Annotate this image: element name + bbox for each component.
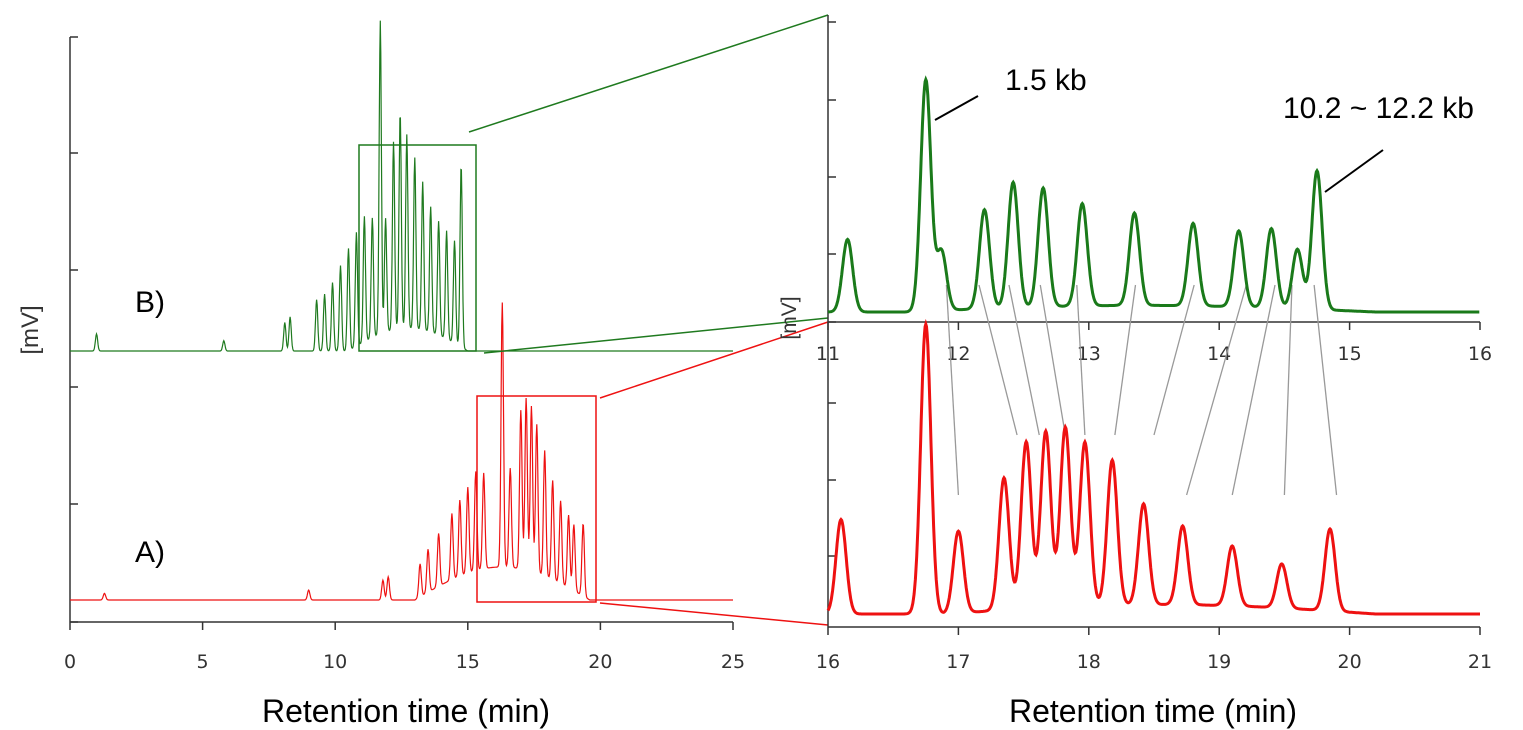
zoom-trace-a-line <box>826 318 1480 616</box>
zoom-box-b <box>358 144 477 352</box>
right-panel: 11 12 13 14 15 16 16 17 18 19 20 21 [mV] Retention… <box>778 15 1492 729</box>
peak-matching-line <box>978 284 1018 436</box>
right-top-x-tick-label: 16 <box>1468 343 1492 365</box>
trace-b-line <box>70 20 733 352</box>
annotation-leader-large <box>1324 149 1384 193</box>
peak-matching-line <box>1076 284 1086 436</box>
right-top-x-tick-label: 12 <box>946 343 970 365</box>
right-bottom-x-tick-label: 17 <box>946 651 970 673</box>
right-bottom-x-tick-label: 20 <box>1338 651 1362 673</box>
right-top-x-tick-label: 13 <box>1077 343 1101 365</box>
trace-label-b: B) <box>135 286 165 319</box>
zoom-connector-a-top <box>599 321 829 399</box>
left-x-axis-title: Retention time (min) <box>262 693 550 729</box>
left-zoom-boxes <box>358 14 829 626</box>
peak-matching-line <box>1231 284 1276 496</box>
zoom-trace-b-line <box>827 75 1480 314</box>
peak-matching-line <box>1153 284 1195 436</box>
left-traces <box>70 20 733 601</box>
left-y-ticks <box>70 36 78 623</box>
peak-matching-line <box>1114 284 1137 436</box>
left-x-tick-label: 15 <box>456 651 480 673</box>
left-x-tick-label: 25 <box>721 651 745 673</box>
peak-matching-lines <box>945 284 1338 496</box>
trace-label-a: A) <box>135 536 165 569</box>
right-top-x-tick-label: 14 <box>1207 343 1231 365</box>
right-top-x-ticks: 11 12 13 14 15 16 <box>816 322 1492 365</box>
annotation-1-5kb: 1.5 kb <box>1005 64 1087 97</box>
peak-matching-line <box>1185 284 1247 496</box>
left-x-tick-label: 20 <box>588 651 612 673</box>
left-x-ticks: 0 5 10 15 20 25 <box>64 622 745 673</box>
right-bottom-x-tick-label: 16 <box>816 651 840 673</box>
right-top-x-tick-label: 15 <box>1338 343 1362 365</box>
left-x-tick-label: 5 <box>197 651 209 673</box>
right-top-x-tick-label: 11 <box>816 343 840 365</box>
right-bottom-x-tick-label: 18 <box>1077 651 1101 673</box>
trace-a-line <box>70 302 733 601</box>
left-y-axis-label: [mV] <box>17 305 44 354</box>
zoom-connector-b-top <box>468 14 829 133</box>
left-panel: 0 5 10 15 20 25 [mV] Retention time (min) B) … <box>17 14 829 729</box>
right-traces <box>826 75 1480 616</box>
left-x-tick-label: 10 <box>323 651 347 673</box>
peak-matching-line <box>1008 284 1040 436</box>
zoom-connector-b-bottom <box>483 317 829 354</box>
peak-matching-line <box>945 284 960 496</box>
right-y-axis-label: [mV] <box>778 296 801 339</box>
right-bottom-x-tick-label: 21 <box>1468 651 1492 673</box>
right-bottom-x-tick-label: 19 <box>1207 651 1231 673</box>
right-bottom-x-ticks: 16 17 18 19 20 21 <box>816 627 1492 673</box>
annotation-leader-1-5kb <box>934 95 979 121</box>
right-y-ticks <box>828 21 836 557</box>
peak-matching-line <box>1283 284 1293 496</box>
annotation-10-2-12-2kb: 10.2 ~ 12.2 kb <box>1283 92 1474 125</box>
zoom-box-a <box>476 395 597 603</box>
peak-matching-line <box>1039 284 1066 436</box>
peak-matching-line <box>1313 284 1338 496</box>
zoom-connector-a-bottom <box>599 602 829 626</box>
right-x-axis-title: Retention time (min) <box>1009 693 1297 729</box>
left-x-tick-label: 0 <box>64 651 76 673</box>
